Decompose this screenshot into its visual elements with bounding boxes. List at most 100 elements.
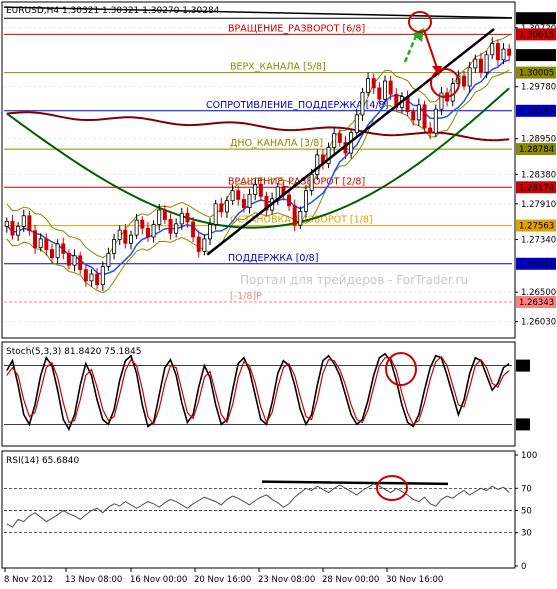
- candle-body: [501, 48, 506, 61]
- candle-body: [241, 199, 246, 208]
- candle: [439, 87, 444, 116]
- candle: [112, 233, 117, 260]
- candle: [433, 104, 438, 138]
- price-tick-label: 1.26500: [521, 288, 556, 298]
- candle: [258, 178, 263, 201]
- candle: [467, 61, 472, 93]
- candle: [61, 237, 66, 260]
- candle: [501, 43, 506, 65]
- stochastic-lines: [6, 352, 510, 432]
- candle: [33, 225, 38, 254]
- candle-body: [467, 67, 472, 87]
- price-tag-label: 1.28174: [519, 183, 554, 193]
- candle: [382, 75, 387, 105]
- rsi-highlight-circle: [376, 475, 408, 501]
- stochastic-levels: 80 20: [4, 359, 530, 431]
- bollinger-upper-line: [6, 34, 510, 259]
- candle-body: [112, 239, 117, 254]
- candle-body: [128, 234, 133, 244]
- candle-body: [21, 215, 26, 227]
- murrey-label: ВРАЩЕНИЕ_РАЗВОРОТ [6/8]: [228, 23, 365, 34]
- stochastic-panel: 80 20 Stoch(5,3,3) 81.8420 75.1845: [1, 341, 530, 447]
- candle-body: [315, 154, 320, 175]
- candle-body: [117, 229, 122, 240]
- murrey-label: СОПРОТИВЛЕНИЕ_ПОДДЕРЖКА [4/8]: [206, 100, 388, 111]
- price-tick-label: 1.28380: [521, 170, 556, 180]
- candle: [21, 209, 26, 232]
- time-tick-label: 28 Nov 00:00: [322, 575, 379, 585]
- candle-body: [38, 238, 43, 249]
- candle: [49, 243, 54, 263]
- candle-body: [100, 266, 105, 286]
- upper-trend-line: [3, 6, 513, 19]
- stochastic-level-box: [516, 359, 530, 372]
- candle: [213, 199, 218, 230]
- murrey-label: [-1/8]P: [230, 291, 262, 302]
- time-tick-label: 23 Nov 08:00: [258, 575, 315, 585]
- candle-body: [185, 212, 190, 223]
- rsi-tick-label: 100: [521, 451, 537, 461]
- candle-body: [433, 108, 438, 134]
- price-tag-label: 1.29395: [519, 107, 554, 117]
- candle-body: [428, 127, 433, 134]
- candle: [478, 52, 483, 78]
- candle: [55, 239, 60, 264]
- candle: [145, 222, 150, 242]
- time-tick-label: 20 Nov 16:00: [194, 575, 251, 585]
- candle-body: [371, 78, 376, 89]
- candle-body: [55, 243, 60, 259]
- candle-body: [450, 83, 455, 102]
- ma-long-line: [6, 87, 510, 229]
- candle-body: [360, 91, 365, 116]
- rsi-divergence-line: [261, 480, 449, 486]
- candle: [179, 207, 184, 230]
- candle: [4, 217, 9, 233]
- candle: [78, 251, 83, 275]
- price-panel-frame: [1, 1, 516, 339]
- candle: [83, 263, 88, 287]
- candle-body: [140, 219, 145, 229]
- candle: [241, 193, 246, 213]
- time-tick-label: 8 Nov 2012: [4, 575, 53, 585]
- rsi-frame: [1, 450, 516, 569]
- candle-body: [179, 212, 184, 225]
- candle: [366, 72, 371, 97]
- candle-body: [61, 243, 66, 254]
- stochastic-frame: [1, 341, 516, 447]
- ma-slow-line: [6, 111, 510, 142]
- candle: [490, 37, 495, 60]
- price-tick-label: 1.26030: [521, 318, 556, 328]
- target-circle-top: [408, 11, 432, 33]
- candle-body: [151, 224, 156, 238]
- candle-body: [44, 238, 49, 250]
- target-circle-bottom: [430, 68, 460, 98]
- bullish-arrow-line: [403, 35, 418, 63]
- candle-body: [309, 173, 314, 192]
- candle: [191, 217, 196, 242]
- candle-body: [247, 194, 252, 208]
- candle-body: [72, 255, 77, 266]
- candle-body: [490, 43, 495, 56]
- candle: [428, 121, 433, 140]
- candle: [196, 230, 201, 258]
- candle-body: [202, 238, 207, 252]
- candle: [253, 179, 258, 201]
- candle: [100, 261, 105, 291]
- candle-body: [213, 203, 218, 225]
- stochastic-level-label: 20: [518, 420, 529, 430]
- price-tag-box: [516, 66, 556, 79]
- price-tag-label: 1.28784: [519, 145, 554, 155]
- price-axis: 1.307201.297801.289501.283801.279101.273…: [515, 12, 556, 328]
- candle: [123, 224, 128, 249]
- candle: [507, 44, 512, 62]
- candle: [185, 207, 190, 228]
- bearish-arrow-line: [423, 29, 438, 69]
- candle: [416, 98, 421, 126]
- price-tick-label: 1.29780: [521, 83, 556, 93]
- candle: [134, 213, 139, 240]
- candle: [44, 233, 49, 256]
- stochastic-main-line: [6, 352, 510, 432]
- candle: [354, 108, 359, 138]
- price-tag-label: 1.30873: [519, 14, 554, 24]
